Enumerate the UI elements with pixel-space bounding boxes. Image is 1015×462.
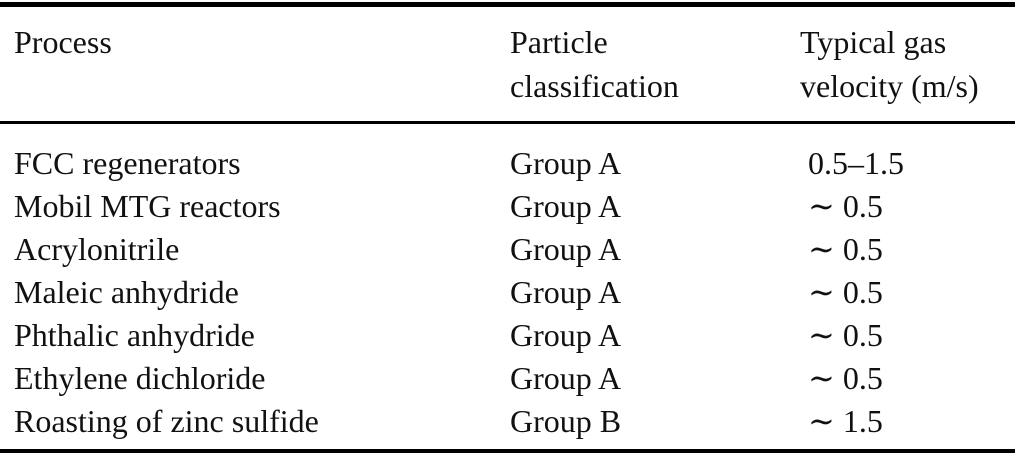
table-header-row: Process Particle classification Typical … [0, 0, 1015, 108]
table-row: Ethylene dichloride Group A ∼ 0.5 [0, 357, 1015, 400]
column-header-typical-gas-velocity-line2: velocity (m/s) [800, 68, 979, 104]
table-row: Maleic anhydride Group A ∼ 0.5 [0, 271, 1015, 314]
column-header-typical-gas-velocity-line1: Typical gas [800, 24, 947, 60]
particle-classification-cell: Group A [510, 231, 622, 267]
particle-classification-cell: Group A [510, 360, 622, 396]
process-cell: FCC regenerators [14, 145, 241, 181]
typical-gas-velocity-cell: ∼ 0.5 [808, 188, 883, 224]
process-cell: Maleic anhydride [14, 274, 239, 310]
particle-classification-cell: Group A [510, 145, 622, 181]
column-header-particle-classification-line2: classification [510, 68, 679, 104]
typical-gas-velocity-cell: ∼ 1.5 [808, 403, 883, 439]
table-row: FCC regenerators Group A 0.5–1.5 [0, 142, 1015, 185]
typical-gas-velocity-cell: ∼ 0.5 [808, 231, 883, 267]
process-cell: Acrylonitrile [14, 231, 180, 267]
particle-classification-cell: Group A [510, 274, 622, 310]
typical-gas-velocity-cell: ∼ 0.5 [808, 274, 883, 310]
particle-classification-cell: Group B [510, 403, 622, 439]
column-header-particle-classification: Particle classification [510, 20, 800, 108]
particle-classification-cell: Group A [510, 188, 622, 224]
column-header-process-line1: Process [14, 24, 112, 60]
process-cell: Ethylene dichloride [14, 360, 266, 396]
table-row: Roasting of zinc sulfide Group B ∼ 1.5 [0, 400, 1015, 443]
typical-gas-velocity-cell: ∼ 0.5 [808, 317, 883, 353]
column-header-process: Process [0, 20, 510, 108]
typical-gas-velocity-cell: ∼ 0.5 [808, 360, 883, 396]
table-row: Acrylonitrile Group A ∼ 0.5 [0, 228, 1015, 271]
table-top-rule [0, 2, 1015, 7]
table-bottom-rule [0, 449, 1015, 453]
table-row: Mobil MTG reactors Group A ∼ 0.5 [0, 185, 1015, 228]
process-cell: Roasting of zinc sulfide [14, 403, 319, 439]
typical-gas-velocity-cell: 0.5–1.5 [808, 145, 904, 181]
table-header-separator-rule [0, 121, 1015, 124]
table-row: Phthalic anhydride Group A ∼ 0.5 [0, 314, 1015, 357]
process-cell: Mobil MTG reactors [14, 188, 281, 224]
column-header-typical-gas-velocity: Typical gas velocity (m/s) [800, 20, 1015, 108]
process-cell: Phthalic anhydride [14, 317, 255, 353]
table-body: FCC regenerators Group A 0.5–1.5 Mobil M… [0, 124, 1015, 443]
particle-classification-cell: Group A [510, 317, 622, 353]
column-header-particle-classification-line1: Particle [510, 24, 608, 60]
